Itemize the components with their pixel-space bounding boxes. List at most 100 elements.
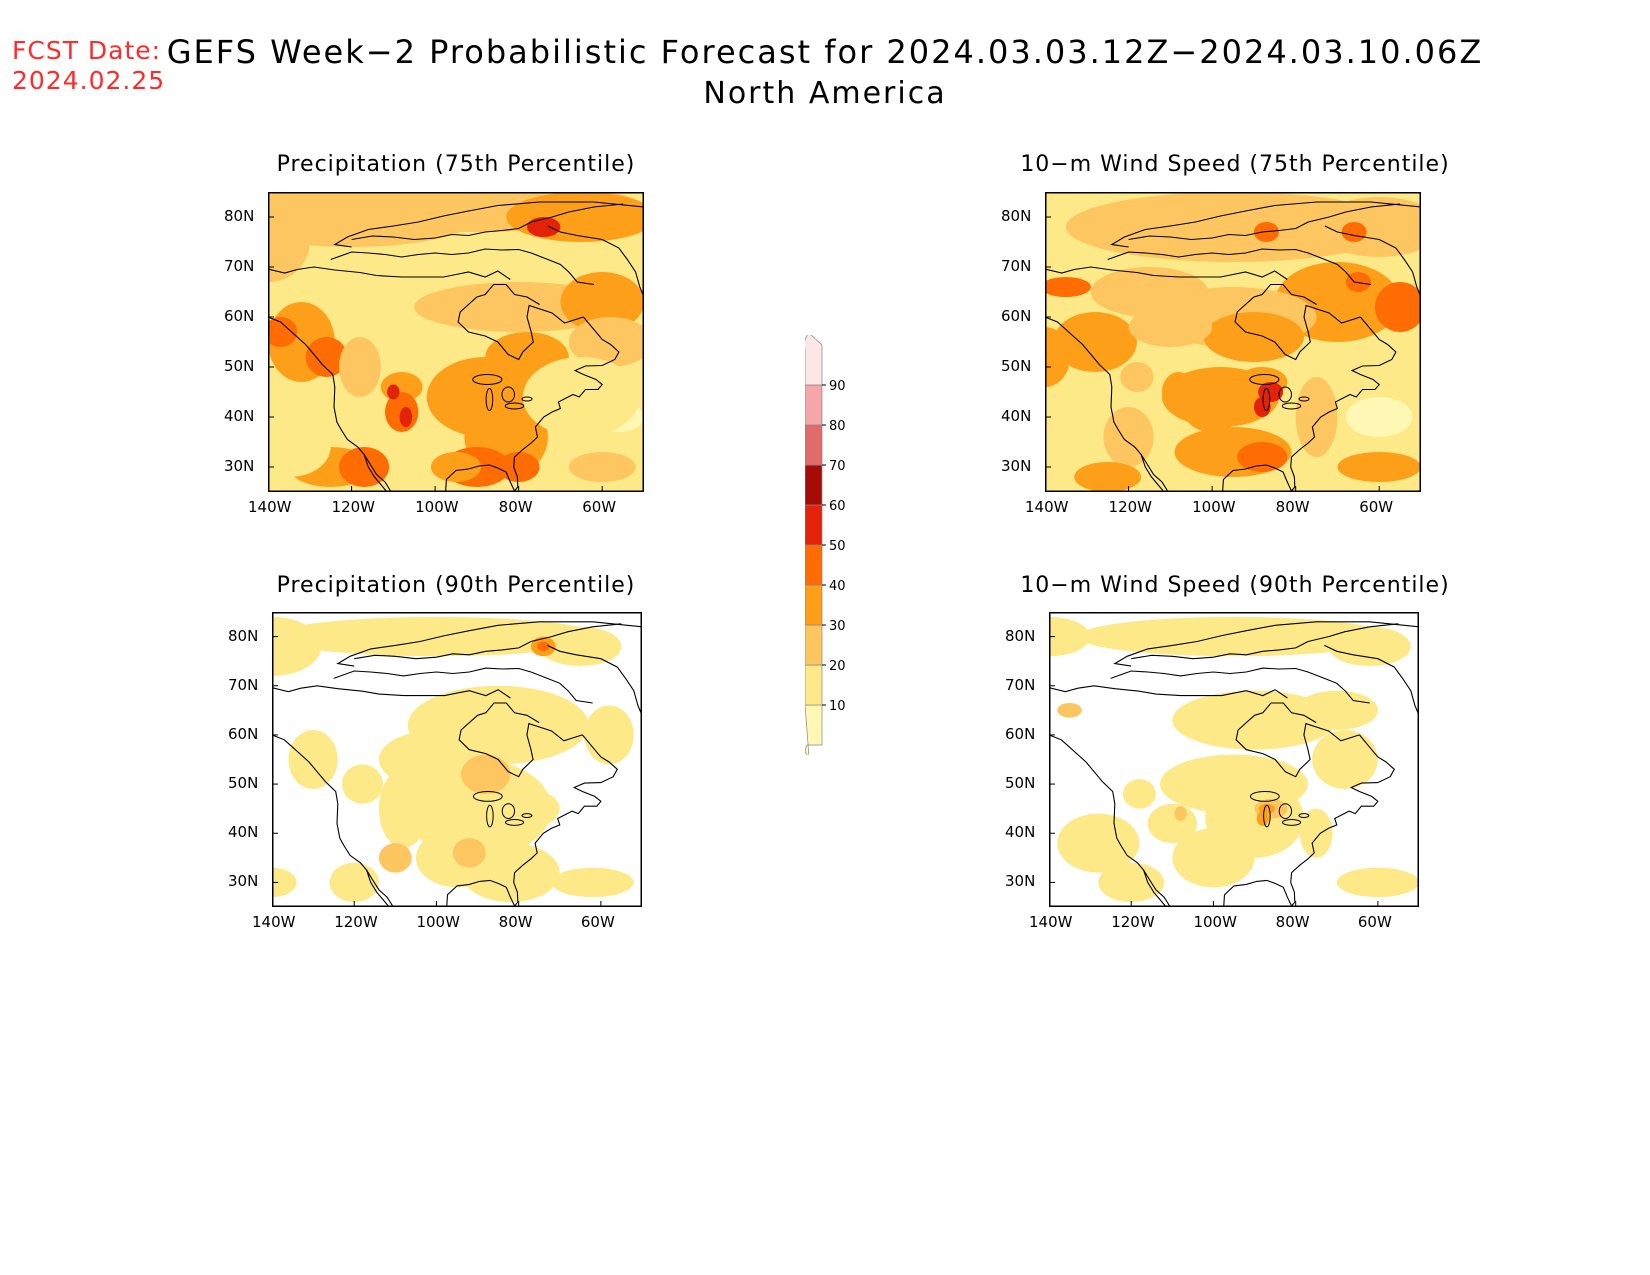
great-lake-outline [485,388,494,411]
probability-contour [1174,806,1187,821]
coastline [351,203,624,241]
lat-tick-label: 80N [228,626,259,645]
great-lake-outline [1262,388,1271,411]
probability-contour [1299,808,1333,858]
probability-contour [1316,197,1421,257]
probability-contour [288,730,338,789]
map-frame [272,612,642,907]
lat-tick-label: 60N [1005,724,1036,743]
lon-tick-label: 100W [1193,913,1237,931]
map-frame [1045,192,1421,492]
probability-contour [1161,372,1196,412]
coastline [272,734,394,907]
lon-tick-label: 60W [1357,913,1392,931]
probability-contour [1057,702,1082,718]
lat-tick-label: 70N [1001,257,1032,275]
colorbar-segment [804,624,823,666]
probability-contour [1258,382,1284,402]
coastline [354,623,622,660]
lon-tick-label: 100W [1192,498,1236,516]
lon-tick-label: 80W [498,498,533,516]
probability-contour [584,705,634,765]
probability-contour [339,337,381,397]
coastline [1140,454,1165,492]
probability-contour [1256,811,1269,826]
lat-tick-label: 40N [1001,407,1032,425]
probability-contour [1187,402,1238,432]
coastline [458,702,583,778]
coastline [1113,621,1419,667]
lon-tick-label: 100W [415,498,459,516]
great-lake-outline [521,396,533,402]
lat-tick-label: 30N [228,872,259,891]
great-lake-outline [501,386,515,403]
coastline [1234,283,1361,361]
lat-tick-label: 80N [1005,626,1036,645]
map-precip-90 [272,612,642,907]
probability-contour [1098,862,1165,903]
probability-contour [494,789,560,829]
probability-contour [305,337,348,377]
great-lake-outline [1298,396,1310,402]
coastline [1235,702,1360,778]
coastline [445,316,620,492]
panel-title-wind-90: 10−m Wind Speed (90th Percentile) [1020,573,1450,598]
probability-contour [539,626,622,667]
coastline [1049,685,1288,699]
map-wind-75 [1045,192,1421,492]
great-lake-outline [1298,813,1310,819]
colorbar-segment [804,384,823,426]
probability-contour [268,417,331,477]
map-canvas [1049,612,1419,907]
colorbar-label: 40 [829,579,846,594]
great-lake-outline [1249,790,1280,802]
probability-contour [341,764,383,804]
probability-contour [268,317,298,347]
probability-contour [497,452,540,482]
panel-title-precip-90: Precipitation (90th Percentile) [276,573,636,598]
lat-tick-label: 70N [224,257,255,275]
probability-contour [1120,362,1154,392]
great-lake-outline [521,813,533,819]
lat-tick-label: 40N [224,407,255,425]
probability-contour [378,843,412,873]
coastline [1110,667,1370,704]
coastline [1049,734,1171,907]
probability-contour [1172,690,1337,750]
colorbar: 10 20 30 40 50 60 70 80 90 [804,332,875,759]
lat-tick-label: 30N [1001,457,1032,475]
probability-contour [272,616,322,676]
coastline [1324,644,1419,716]
probability-contour [1057,813,1140,873]
lat-tick-label: 60N [228,724,259,743]
probability-contour [1053,312,1137,372]
probability-contour [1065,192,1401,262]
lon-tick-label: 120W [1111,913,1155,931]
great-lake-outline [472,374,503,385]
coastline [1223,734,1395,907]
probability-contour [1312,730,1378,789]
probability-contour [461,754,511,794]
probability-contour [268,202,310,282]
coastline [366,869,390,907]
probability-contour [387,384,400,400]
probability-contour [560,272,644,332]
coastline [268,316,392,492]
probability-contour [272,616,601,657]
probability-contour [1045,327,1071,387]
colorbar-segment [804,424,823,466]
probability-contour [1345,397,1413,437]
probability-contour [522,357,640,437]
coastline [1107,248,1371,286]
probability-contour [1077,616,1391,657]
great-lake-outline [1278,803,1293,819]
forecast-date-label: FCST Date: [12,36,162,65]
coastline [1128,203,1401,241]
map-canvas [268,192,644,492]
colorbar-segment [804,664,823,706]
probability-contour [1336,867,1419,898]
colorbar-label: 90 [829,379,846,394]
great-lake-outline [505,818,525,826]
great-lake-outline [472,790,503,802]
probability-contour [568,452,636,482]
